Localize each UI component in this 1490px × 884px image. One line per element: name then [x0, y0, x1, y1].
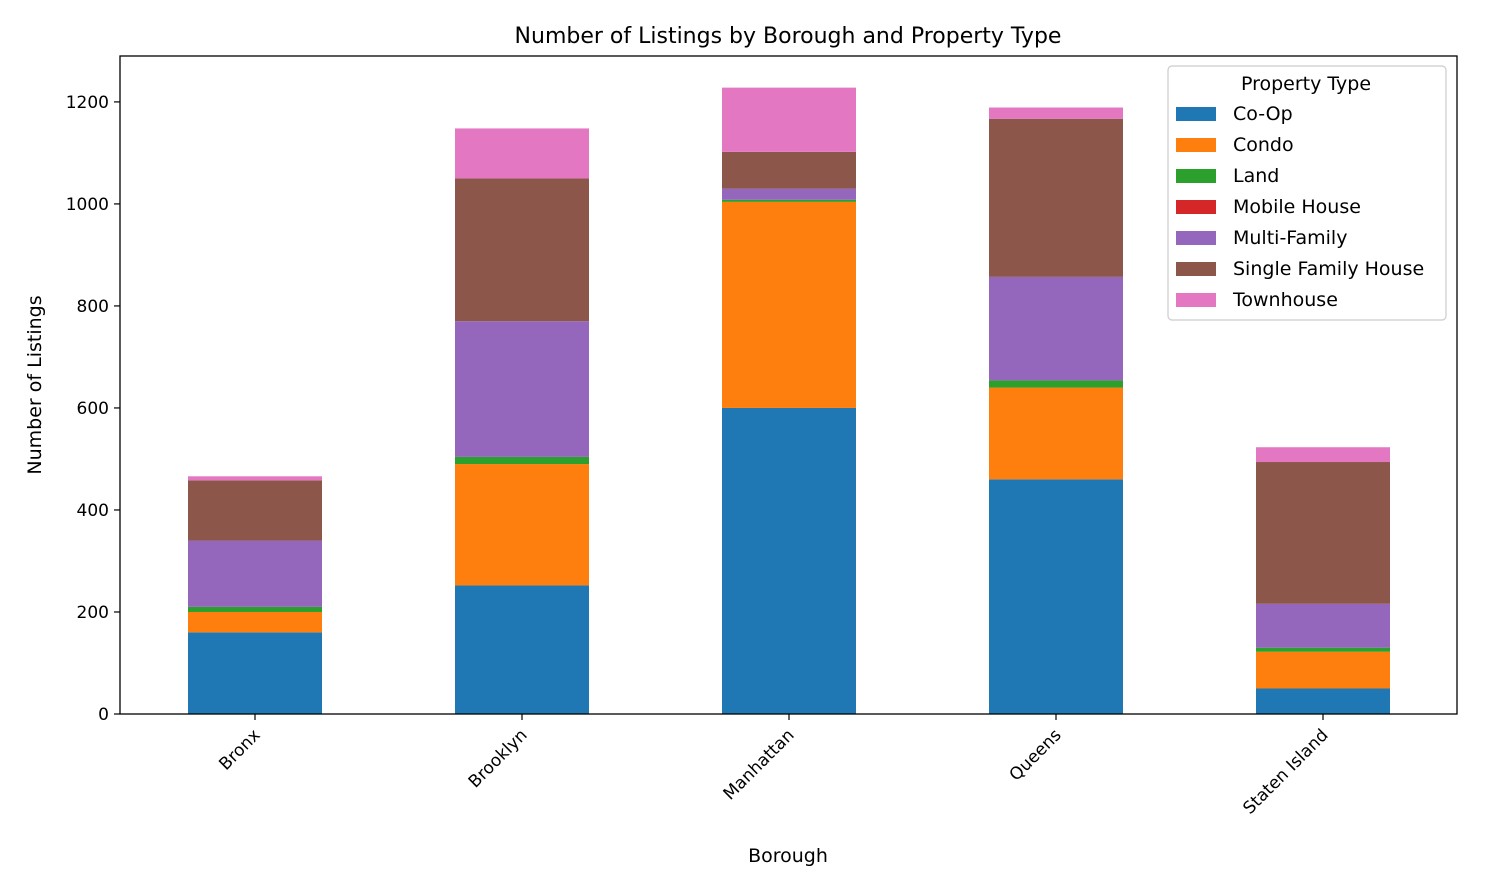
bar-segment — [1256, 603, 1390, 648]
y-tick-label: 0 — [98, 705, 109, 725]
y-tick-label: 200 — [77, 603, 109, 623]
bar-segment — [722, 201, 856, 408]
bar-segment — [989, 479, 1123, 714]
legend-label: Co-Op — [1233, 103, 1293, 125]
legend-swatch — [1176, 293, 1216, 307]
legend-label: Single Family House — [1233, 258, 1424, 280]
bar-segment — [455, 456, 589, 465]
legend-swatch — [1176, 107, 1216, 121]
bar-segment — [722, 188, 856, 200]
bar-segment — [722, 199, 856, 202]
bar-segment — [1256, 447, 1390, 463]
bar-segment — [188, 476, 322, 481]
chart-title: Number of Listings by Borough and Proper… — [515, 24, 1062, 49]
bar-segment — [455, 321, 589, 457]
legend-label: Land — [1233, 165, 1279, 187]
bar-segment — [1256, 647, 1390, 652]
bar-segment — [989, 107, 1123, 119]
legend-swatch — [1176, 138, 1216, 152]
legend-swatch — [1176, 169, 1216, 183]
x-axis-label: Borough — [748, 845, 828, 867]
y-axis: 0 200 400 600 800 1000 1200 — [66, 93, 120, 725]
bar-segment — [455, 178, 589, 322]
x-tick-label: Manhattan — [720, 725, 799, 804]
bar-segment — [455, 464, 589, 586]
legend-label: Multi-Family — [1233, 227, 1347, 249]
bar-segment — [1256, 688, 1390, 714]
bar-segment — [989, 380, 1123, 388]
x-tick-label: Staten Island — [1239, 725, 1332, 818]
legend-swatch — [1176, 262, 1216, 276]
bar-segment — [989, 118, 1123, 277]
x-tick-label: Queens — [1006, 725, 1066, 785]
x-tick-label: Bronx — [215, 725, 264, 774]
legend: Property Type Co-Op Condo Land Mobile House… — [1167, 65, 1447, 321]
bar-segment — [188, 606, 322, 612]
legend-title: Property Type — [1241, 73, 1371, 95]
y-tick-label: 400 — [77, 501, 109, 521]
bar-segment — [1256, 462, 1390, 604]
bar-segment — [188, 540, 322, 607]
y-tick-label: 1200 — [66, 93, 109, 113]
x-axis: Bronx Brooklyn Manhattan Queens Staten Islan… — [215, 714, 1333, 819]
bar-segment — [989, 387, 1123, 480]
bar-segment — [1256, 651, 1390, 689]
bars-group — [188, 87, 1390, 714]
legend-label: Mobile House — [1233, 196, 1361, 218]
legend-box — [1167, 65, 1447, 321]
y-tick-label: 600 — [77, 399, 109, 419]
y-axis-label: Number of Listings — [24, 295, 46, 474]
legend-label: Condo — [1233, 134, 1294, 156]
bar-segment — [722, 407, 856, 714]
bar-segment — [722, 87, 856, 152]
legend-label: Townhouse — [1232, 289, 1338, 311]
y-tick-label: 1000 — [66, 195, 109, 215]
legend-swatch — [1176, 200, 1216, 214]
bar-segment — [989, 276, 1123, 381]
bar-segment — [188, 611, 322, 633]
y-tick-label: 800 — [77, 297, 109, 317]
bar-segment — [455, 585, 589, 714]
bar-segment — [188, 480, 322, 541]
bar-segment — [188, 632, 322, 714]
x-tick-label: Brooklyn — [465, 725, 532, 792]
bar-segment — [722, 151, 856, 189]
legend-swatch — [1176, 231, 1216, 245]
bar-segment — [455, 128, 589, 179]
